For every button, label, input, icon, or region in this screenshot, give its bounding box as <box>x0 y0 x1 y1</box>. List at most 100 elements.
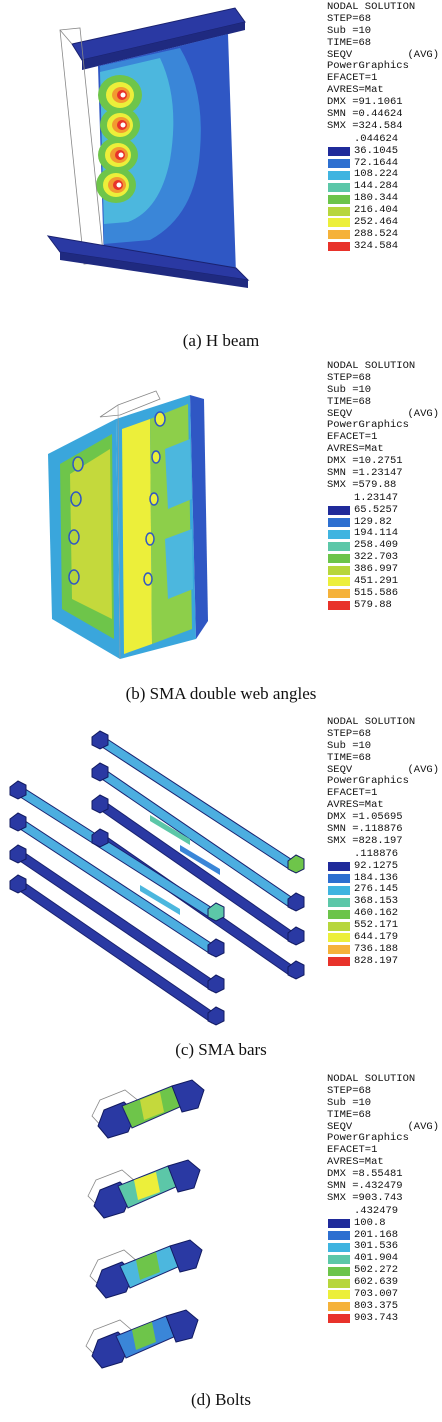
scale-swatch <box>328 885 350 895</box>
scale-swatch <box>328 1314 350 1324</box>
scale-level: 368.153 <box>327 895 439 908</box>
scale-level: 184.136 <box>327 872 439 885</box>
scale-value: 180.344 <box>354 192 399 205</box>
scale-value: 129.82 <box>354 515 392 528</box>
scale-level: 324.584 <box>327 239 439 253</box>
scale-level: 216.404 <box>327 204 439 217</box>
scale-swatch <box>328 933 350 943</box>
scale-level: 322.703 <box>327 551 439 564</box>
legend-sub: Sub =10 <box>327 383 372 396</box>
scale-value: 92.1275 <box>354 859 399 872</box>
scale-value: 803.375 <box>354 1299 399 1312</box>
legend-powergraphics: PowerGraphics <box>327 60 409 73</box>
scale-swatch <box>328 182 350 192</box>
bolts-contour-plot <box>85 1079 205 1369</box>
scale-level: 502.272 <box>327 1264 439 1277</box>
legend-step: STEP=68 <box>327 12 372 25</box>
scale-level: 144.284 <box>327 180 439 193</box>
scale-level: 386.997 <box>327 563 439 576</box>
legend-step: STEP=68 <box>327 371 372 384</box>
scale-level: 828.197 <box>327 954 439 968</box>
scale-value: 144.284 <box>354 180 399 193</box>
scale-value: 502.272 <box>354 1264 399 1277</box>
legend-smn: SMN =1.23147 <box>327 467 403 480</box>
scale-value: 579.88 <box>354 598 392 611</box>
legend-title: NODAL SOLUTION <box>327 716 416 728</box>
scale-value: 108.224 <box>354 168 399 181</box>
scale-level: 201.168 <box>327 1229 439 1242</box>
legend-avg: (AVG) <box>407 1120 439 1133</box>
scale-level: 194.114 <box>327 528 439 540</box>
legend-efacet: EFACET=1 <box>327 72 378 85</box>
scale-swatch <box>328 1266 350 1276</box>
scale-value: 460.162 <box>354 907 399 920</box>
legend-dmx: DMX =1.05695 <box>327 811 403 824</box>
scale-swatch <box>328 589 350 599</box>
scale-swatch <box>328 529 350 539</box>
scale-swatch <box>328 159 350 169</box>
legend-seqv-row: SEQV (AVG) <box>327 48 439 62</box>
scale-swatch <box>328 506 350 516</box>
legend-powergraphics: PowerGraphics <box>327 775 409 788</box>
scale-swatch <box>328 541 350 551</box>
legend-seqv: SEQV <box>327 48 353 61</box>
legend-seqv: SEQV <box>327 1120 353 1133</box>
scale-level: 803.375 <box>327 1299 439 1313</box>
legend-seqv: SEQV <box>327 763 353 776</box>
scale-min-value: .118876 <box>354 847 399 860</box>
legend-efacet: EFACET=1 <box>327 1144 378 1157</box>
scale-level: 401.904 <box>327 1252 439 1265</box>
scale-swatch <box>328 897 350 907</box>
scale-level: 644.179 <box>327 931 439 944</box>
caption-sma-web-angles: (b) SMA double web angles <box>125 684 317 703</box>
scale-swatch <box>328 206 350 216</box>
scale-swatch <box>328 945 350 955</box>
scale-value: 322.703 <box>354 551 399 564</box>
h-beam-contour-plot <box>46 7 250 288</box>
legend-efacet: EFACET=1 <box>327 787 378 800</box>
scale-level: 180.344 <box>327 192 439 205</box>
legend-time: TIME=68 <box>327 36 372 49</box>
scale-level: 736.188 <box>327 943 439 956</box>
scale-level: 515.586 <box>327 587 439 600</box>
legend-powergraphics: PowerGraphics <box>327 419 409 432</box>
legend-seqv-row: SEQV (AVG) <box>327 1120 439 1134</box>
legend-seqv-row: SEQV (AVG) <box>327 763 439 777</box>
legend-smx: SMX =903.743 <box>327 1191 403 1204</box>
scale-min-value: .044624 <box>354 132 399 145</box>
scale-value: 301.536 <box>354 1240 399 1253</box>
scale-value: 451.291 <box>354 575 399 588</box>
legend-avg: (AVG) <box>407 48 439 61</box>
legend-sma-web-angles: NODAL SOLUTION STEP=68 Sub =10 TIME=68 SEQV (… <box>327 360 439 612</box>
scale-value: 368.153 <box>354 895 399 908</box>
legend-dmx: DMX =10.2751 <box>327 455 403 468</box>
scale-value: 828.197 <box>354 954 399 967</box>
legend-step: STEP=68 <box>327 727 372 740</box>
scale-value: 324.584 <box>354 239 399 252</box>
scale-value: 401.904 <box>354 1252 399 1265</box>
scale-level: 258.409 <box>327 539 439 552</box>
legend-efacet: EFACET=1 <box>327 431 378 444</box>
legend-avres: AVRES=Mat <box>327 1156 384 1169</box>
scale-level: 451.291 <box>327 575 439 588</box>
color-scale: .044624 36.1045 72.1644 108.224 144.284 180.3… <box>327 132 439 253</box>
legend-title: NODAL SOLUTION <box>327 1 416 13</box>
legend-sub: Sub =10 <box>327 24 372 37</box>
scale-swatch <box>328 874 350 884</box>
scale-swatch <box>328 1290 350 1300</box>
scale-value: 602.639 <box>354 1276 399 1289</box>
legend-time: TIME=68 <box>327 395 372 408</box>
legend-sub: Sub =10 <box>327 739 372 752</box>
legend-smn: SMN =.432479 <box>327 1180 403 1193</box>
scale-value: 36.1045 <box>354 144 399 157</box>
legend-sub: Sub =10 <box>327 1096 372 1109</box>
legend-seqv: SEQV <box>327 407 353 420</box>
scale-value: 194.114 <box>354 527 399 540</box>
web-angles-contour-plot <box>48 390 208 660</box>
legend-title: NODAL SOLUTION <box>327 360 416 372</box>
color-scale: 1.23147 65.5257 129.82 194.114 258.409 322.70… <box>327 492 439 612</box>
legend-powergraphics: PowerGraphics <box>327 1132 409 1145</box>
scale-swatch <box>328 230 350 240</box>
scale-swatch <box>328 577 350 587</box>
scale-level: 65.5257 <box>327 504 439 517</box>
